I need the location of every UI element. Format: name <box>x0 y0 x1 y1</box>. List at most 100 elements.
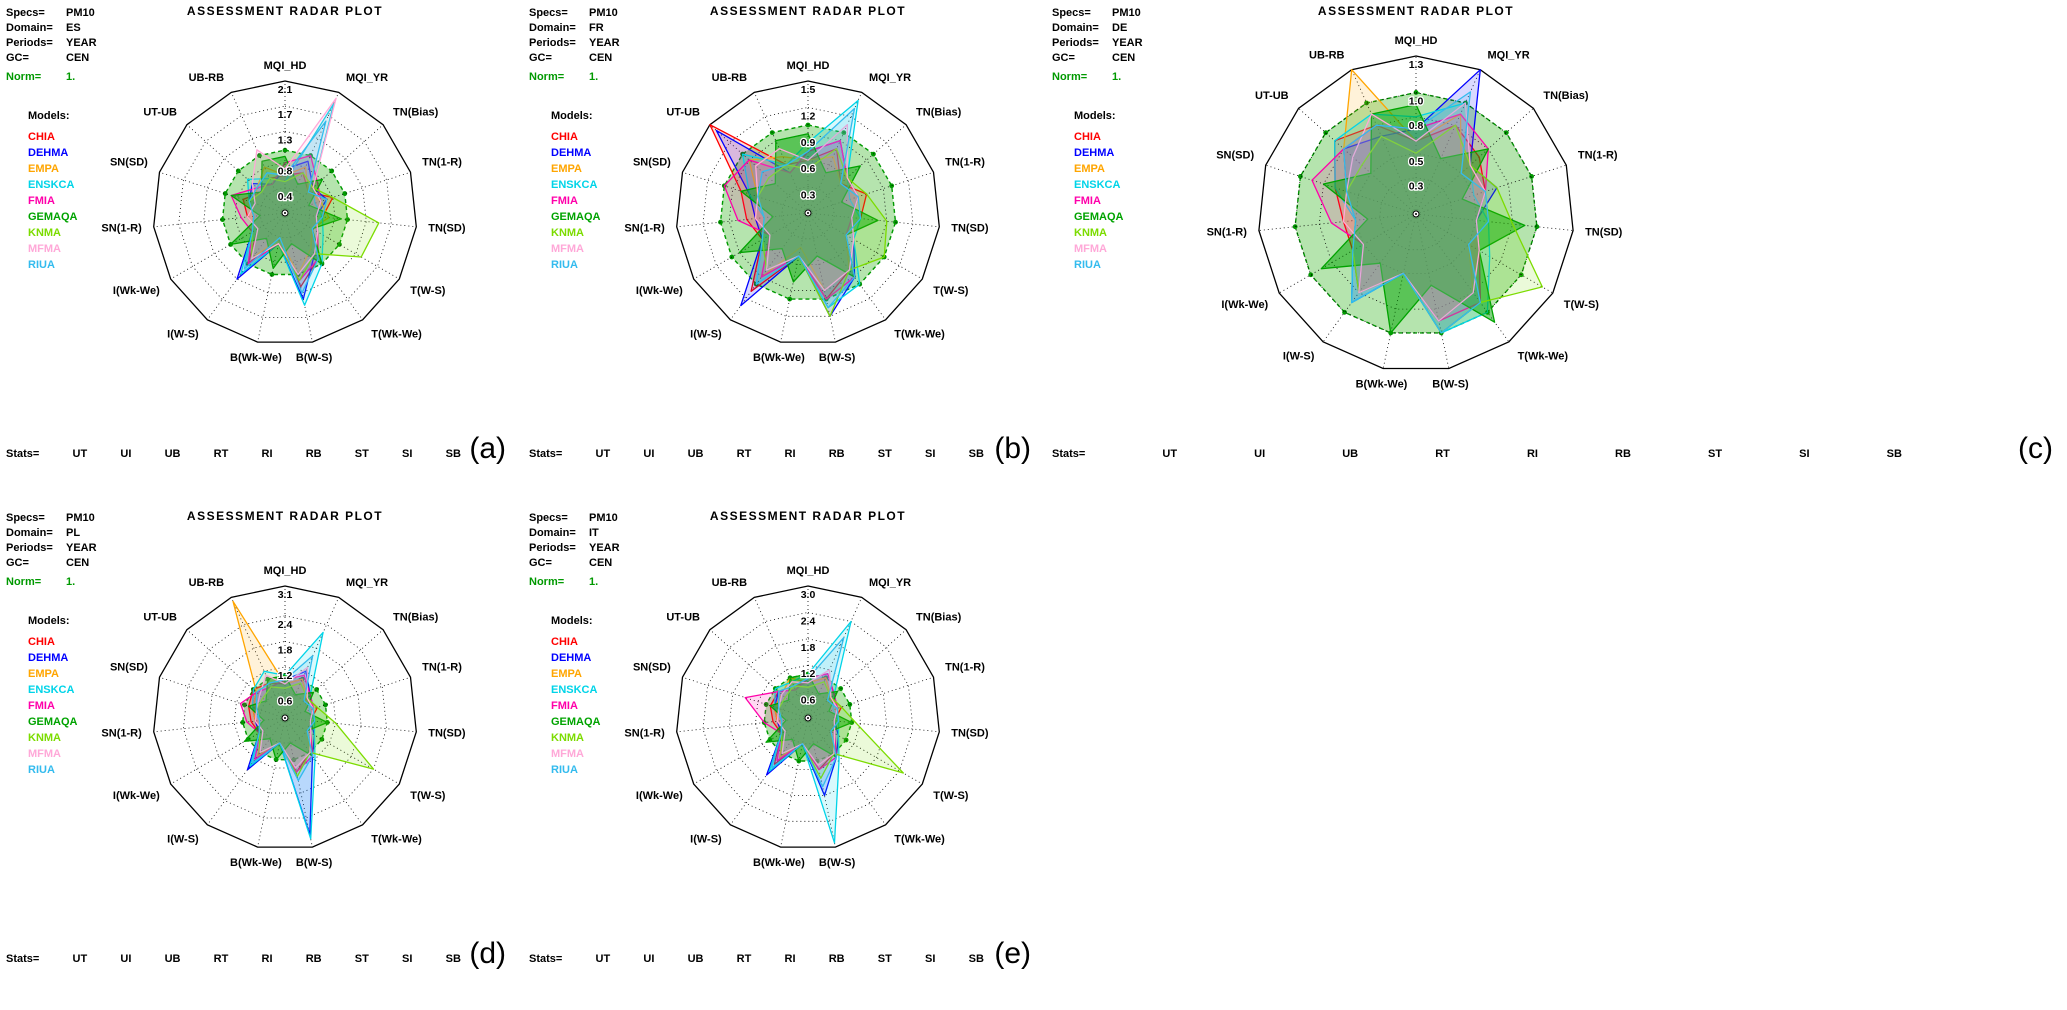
tick-label: 1.2 <box>278 670 293 682</box>
model-legend-item: ENSKCA <box>28 684 75 696</box>
stat-item: SB <box>968 953 984 965</box>
axis-label: UB-RB <box>189 72 224 84</box>
norm-vertex-dot <box>220 217 225 222</box>
gc-value: CEN <box>589 557 613 569</box>
axis-label: B(W-S) <box>296 857 333 869</box>
model-legend-item: DEHMA <box>28 652 69 664</box>
stats-label: Stats= <box>6 448 40 460</box>
stats-row: Stats= UT UI UB RT RI RB ST SI SB <box>529 448 984 460</box>
stat-item: UB <box>687 953 704 965</box>
panel-letter: (e) <box>994 937 1031 970</box>
axis-label: TN(1-R) <box>945 157 985 169</box>
axis-label: UB-RB <box>712 72 747 84</box>
norm-vertex-dot <box>1298 174 1303 179</box>
axis-label: SN(1-R) <box>624 223 665 235</box>
axis-label: TN(1-R) <box>422 157 462 169</box>
stat-item: UI <box>120 953 132 965</box>
model-legend-item: GEMAQA <box>28 716 78 728</box>
panel-header: Specs= PM10 Domain= ES Periods= YEAR GC= CEN… <box>6 6 97 85</box>
tick-label: 1.8 <box>801 642 816 654</box>
axis-label: B(W-S) <box>819 352 856 364</box>
stat-item: UT <box>72 448 88 460</box>
specs-label: Specs= <box>1052 7 1091 19</box>
stat-item: ST <box>877 448 892 460</box>
axis-label: I(W-S) <box>167 328 199 340</box>
axis-label: SN(SD) <box>110 662 148 674</box>
axis-label: UT-UB <box>1255 90 1289 102</box>
radar-chart: 0.6 1.2 1.8 2.4 3.0 MQI_HD MQI_YR TN(Bias) TN(1-… <box>593 523 1023 948</box>
norm-vertex-dot <box>269 272 275 277</box>
axis-label: TN(Bias) <box>393 106 439 118</box>
periods-value: YEAR <box>589 37 620 49</box>
norm-label: Norm= <box>6 71 42 83</box>
radar-svg: 0.3 0.6 0.9 1.2 1.5 MQI_HD MQI_YR TN(Bias) TN(1-… <box>624 60 988 364</box>
stat-item: SI <box>925 953 936 965</box>
norm-vertex-dot <box>870 151 876 157</box>
stat-item: UT <box>595 953 611 965</box>
axis-label: UB-RB <box>1309 49 1344 61</box>
radar-ring <box>234 162 336 263</box>
norm-value: 1. <box>66 576 76 588</box>
specs-label: Specs= <box>529 512 568 524</box>
gc-label: GC= <box>6 557 29 569</box>
domain-value: DE <box>1112 22 1128 34</box>
model-legend-item: FMIA <box>1074 195 1101 207</box>
domain-label: Domain= <box>529 22 576 34</box>
model-legend-item: GEMAQA <box>1074 211 1124 223</box>
model-legend: Models: CHIA DEHMA EMPA ENSKCA FMIA GEMAQA KNM… <box>551 613 601 778</box>
stat-item: SB <box>1886 448 1902 460</box>
axis-label: MQI_YR <box>346 72 388 84</box>
stat-item: RT <box>213 953 229 965</box>
tick-label: 0.8 <box>1409 120 1424 132</box>
tick-label: 1.3 <box>1409 59 1424 71</box>
axis-label: TN(Bias) <box>916 611 962 623</box>
series-RIUA <box>771 636 845 788</box>
axis-label: MQI_YR <box>1488 49 1530 61</box>
axis-label: T(Wk-We) <box>371 328 422 340</box>
axis-label: UT-UB <box>666 106 700 118</box>
stat-item: ST <box>877 953 892 965</box>
models-label: Models: <box>551 615 593 627</box>
axis-label: MQI_HD <box>1395 35 1438 47</box>
axis-label: MQI_HD <box>264 60 307 72</box>
norm-vertex-dot <box>242 702 247 708</box>
stats-label: Stats= <box>529 953 563 965</box>
stats-label: Stats= <box>6 953 40 965</box>
specs-value: PM10 <box>66 7 95 19</box>
radar-svg: 0.6 1.2 1.8 2.4 3.1 MQI_HD MQI_YR TN(Bias) TN(1-… <box>101 565 466 869</box>
tick-label: 1.5 <box>801 84 816 96</box>
radar-boundary <box>1258 55 1574 370</box>
axis-label: B(Wk-We) <box>753 352 805 364</box>
axis-label: TN(SD) <box>428 728 466 740</box>
tick-label: 2.4 <box>278 619 293 631</box>
chart-title: ASSESSMENT RADAR PLOT <box>709 509 907 523</box>
axis-label: TN(1-R) <box>422 662 462 674</box>
model-legend-item: CHIA <box>28 131 55 143</box>
periods-value: YEAR <box>66 542 97 554</box>
norm-vertex-dot <box>257 153 262 158</box>
specs-value: PM10 <box>66 512 95 524</box>
domain-value: IT <box>589 527 599 539</box>
panel-b: Specs= PM10 Domain= FR Periods= YEAR GC= CEN… <box>523 0 1045 500</box>
periods-label: Periods= <box>6 542 53 554</box>
panel-header: Specs= PM10 Domain= IT Periods= YEAR GC= CEN… <box>529 511 620 590</box>
model-legend-item: DEHMA <box>551 652 592 664</box>
axis-label: I(W-S) <box>690 833 722 845</box>
radar-center-dot <box>284 212 286 214</box>
model-legend-item: ENSKCA <box>1074 179 1121 191</box>
axis-label: UT-UB <box>143 106 177 118</box>
models-label: Models: <box>1074 110 1116 122</box>
axis-label: T(W-S) <box>1564 299 1600 311</box>
norm-vertex-dot <box>345 217 350 222</box>
norm-vertex-dot <box>1364 100 1369 106</box>
norm-vertex-dot <box>323 702 328 708</box>
tick-label: 0.4 <box>278 191 293 203</box>
norm-vertex-dot <box>337 242 342 247</box>
specs-value: PM10 <box>1112 7 1141 19</box>
domain-value: FR <box>589 22 604 34</box>
model-legend-item: FMIA <box>551 700 578 712</box>
axis-label: I(Wk-We) <box>636 790 683 802</box>
norm-vertex-dot <box>240 720 246 725</box>
radar-boundary <box>676 80 940 343</box>
axis-label: T(Wk-We) <box>371 833 422 845</box>
